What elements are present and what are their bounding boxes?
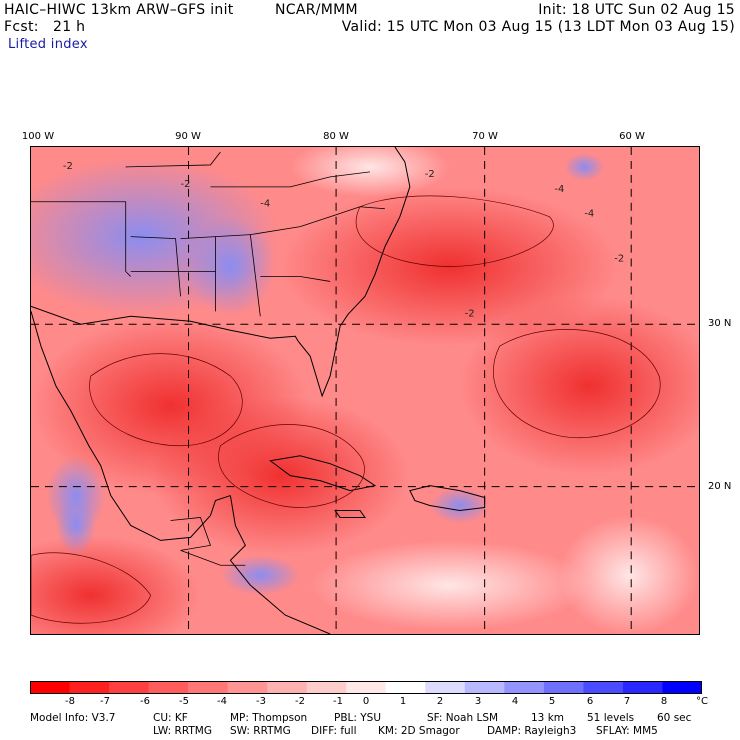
lon-label-90w: 90 W [175,131,201,142]
colorbar-tick: -3 [256,696,266,707]
microphysics-scheme: MP: Thompson [230,712,308,724]
contour-label: -4 [260,199,270,210]
colorbar-tick: 4 [511,696,519,707]
colorbar [30,681,702,694]
colorbar-border [30,681,702,694]
valid-time: Valid: 15 UTC Mon 03 Aug 15 (13 LDT Mon … [341,19,735,35]
colorbar-tick: -1 [333,696,343,707]
damping-option: DAMP: Rayleigh3 [487,725,577,737]
grid-spacing: 13 km [531,712,565,724]
contour-label: -2 [614,254,624,265]
lat-label-20n: 20 N [708,481,732,492]
colorbar-tick: 8 [660,696,668,707]
lon-label-80w: 80 W [323,131,349,142]
colorbar-swatch [662,681,702,694]
colorbar-swatch [385,681,426,694]
contour-value-labels: -2 -2 -2 -4 -4 -4 -2 -2 [63,161,624,319]
colorbar-swatch [306,681,347,694]
field-name: Lifted index [8,37,88,52]
colorbar-tick: 6 [586,696,594,707]
colorbar-tick: 3 [474,696,482,707]
colorbar-swatch [267,681,308,694]
lat-label-30n: 30 N [708,318,732,329]
contour-lines [31,195,661,624]
colorbar-swatch [504,681,545,694]
colorbar-swatch [30,681,71,694]
colorbar-swatch [543,681,584,694]
model-title: HAIC–HIWC 13km ARW–GFS init [4,2,234,18]
contour-label: -4 [554,184,564,195]
surface-scheme: SF: Noah LSM [427,712,499,724]
colorbar-unit: °C [696,696,708,707]
shortwave-scheme: SW: RRTMG [230,725,291,737]
pbl-scheme: PBL: YSU [334,712,382,724]
colorbar-swatch [148,681,189,694]
colorbar-tick: 7 [623,696,631,707]
colorbar-swatch [188,681,229,694]
contour-label: -2 [63,161,73,172]
lon-label-70w: 70 W [472,131,498,142]
colorbar-tick: -6 [140,696,150,707]
colorbar-swatch [346,681,387,694]
colorbar-swatch [227,681,268,694]
colorbar-swatch [69,681,110,694]
colorbar-tick: -7 [100,696,110,707]
colorbar-tick: -8 [65,696,75,707]
contour-label: -2 [181,179,191,190]
colorbar-tick: -4 [217,696,227,707]
contour-label: -2 [465,308,475,319]
colorbar-tick: -2 [295,696,305,707]
longwave-scheme: LW: RRTMG [153,725,212,737]
state-borders [31,151,385,566]
forecast-hour: Fcst: 21 h [4,19,86,35]
colorbar-swatch [583,681,624,694]
colorbar-swatch [109,681,150,694]
colorbar-tick: 5 [548,696,556,707]
colorbar-swatch [425,681,466,694]
cumulus-scheme: CU: KF [153,712,188,724]
time-step: 60 sec [657,712,692,724]
colorbar-tick: 2 [436,696,444,707]
colorbar-swatch [464,681,505,694]
grid-lines [31,147,699,634]
field-shading [31,147,699,634]
lon-label-60w: 60 W [619,131,645,142]
init-time: Init: 18 UTC Sun 02 Aug 15 [538,2,735,18]
surface-layer-scheme: SFLAY: MM5 [596,725,658,737]
lifted-index-map: -2 -2 -2 -4 -4 -4 -2 -2 [30,146,700,635]
contour-label: -2 [425,169,435,180]
vertical-levels: 51 levels [587,712,635,724]
lon-label-100w: 100 W [21,131,55,142]
colorbar-tick: 1 [399,696,407,707]
model-version: Model Info: V3.7 [30,712,116,724]
colorbar-swatch [622,681,663,694]
km-option: KM: 2D Smagor [378,725,460,737]
colorbar-tick: 0 [362,696,370,707]
organization-label: NCAR/MMM [275,2,358,18]
contour-label: -4 [584,209,594,220]
diffusion-option: DIFF: full [311,725,357,737]
colorbar-tick: -5 [179,696,189,707]
